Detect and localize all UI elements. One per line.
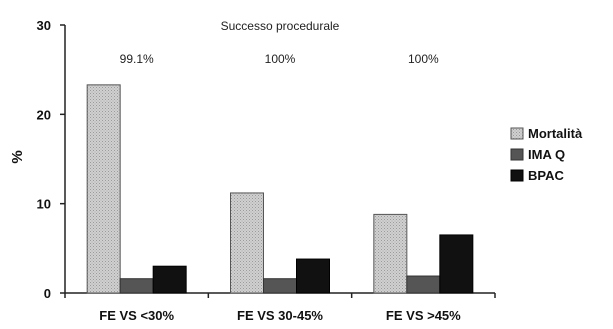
bar-bpac	[152, 265, 187, 294]
y-tick-label: 10	[37, 197, 51, 212]
bars	[86, 84, 474, 294]
y-tick-label: 30	[37, 18, 51, 33]
labels: FE VS <30% 99.1% FE VS 30-45% 100% FE VS >45…	[99, 19, 461, 323]
y-tick-label: 20	[37, 107, 51, 122]
success-rate-label: 100%	[265, 52, 296, 66]
x-category-label: FE VS <30%	[99, 308, 174, 323]
y-tick-label: 0	[44, 286, 51, 301]
bar-mortalita	[86, 84, 121, 294]
legend-label: IMA Q	[528, 147, 565, 162]
bar-mortalita	[230, 192, 264, 294]
y-axis-label: %	[9, 150, 26, 163]
success-rate-label: 100%	[408, 52, 439, 66]
legend: Mortalità IMA Q BPAC	[510, 126, 583, 183]
bar-bpac	[439, 234, 474, 294]
bar-ima-q	[406, 275, 441, 294]
annotation-header: Successo procedurale	[221, 19, 340, 33]
bar-mortalita	[373, 213, 408, 294]
bar-ima-q	[263, 278, 297, 294]
legend-swatch	[510, 169, 524, 182]
legend-label: BPAC	[528, 168, 564, 183]
bar-ima-q	[119, 278, 154, 294]
success-rate-label: 99.1%	[120, 52, 154, 66]
bar-bpac	[296, 258, 330, 294]
legend-swatch	[510, 127, 524, 140]
x-category-label: FE VS >45%	[386, 308, 461, 323]
legend-label: Mortalità	[528, 126, 583, 141]
x-category-label: FE VS 30-45%	[237, 308, 323, 323]
legend-swatch	[510, 148, 524, 161]
